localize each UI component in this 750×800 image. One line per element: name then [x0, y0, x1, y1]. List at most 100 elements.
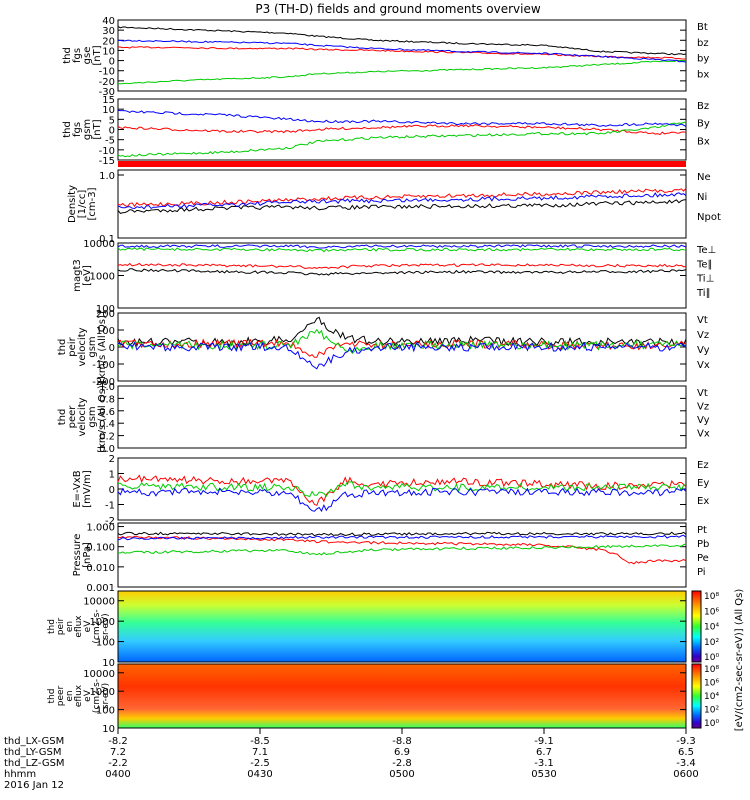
panel-frame: [117, 242, 687, 309]
legend-label: Vz: [697, 402, 709, 413]
series-line-bx: [117, 39, 687, 63]
y-tick-label: 100: [96, 706, 115, 717]
y-tick-label: 0.0: [99, 444, 115, 455]
legend-label: Ti∥: [696, 288, 711, 299]
legend-label: Vx: [697, 429, 710, 440]
series-line-Ni: [117, 199, 687, 214]
legend-label: Bz: [697, 101, 709, 112]
y-tick-label: -200: [92, 377, 115, 388]
y-tick-label: 0.6: [99, 407, 115, 418]
y-label-line: velocity: [77, 327, 88, 366]
y-label-line: (cm2-s-: [92, 609, 102, 643]
y-tick-label: 0.1: [99, 234, 115, 245]
y-tick-label: 0.2: [99, 432, 115, 443]
y-tick-label: 0.001: [86, 583, 115, 594]
y-tick-label: 0: [109, 126, 115, 137]
legend-label: Vy: [697, 415, 710, 426]
y-label-line: velocity: [77, 397, 88, 436]
colorbar-tick-label: 10⁴: [704, 623, 719, 633]
y-tick-label: 10: [102, 105, 115, 116]
y-tick-label: 1.0: [99, 171, 115, 182]
legend-label: Vz: [697, 330, 709, 341]
y-label-line: peir: [56, 617, 66, 635]
legend-label: Npot: [697, 212, 721, 223]
y-label-line: [km/s (All Qs)]: [97, 381, 108, 453]
series-line-Bt: [117, 25, 687, 56]
quality-flag-bar: [118, 161, 686, 167]
y-tick-label: 10000: [83, 669, 115, 680]
panel-4: 10000 1000 100 magt3 [eV] Te⊥ Te∥ Ti⊥ Ti∥: [72, 239, 716, 315]
y-tick-label: 1: [109, 470, 115, 481]
legend-label: Bt: [697, 22, 708, 33]
series-line-Pb: [118, 535, 687, 565]
legend-label: bx: [697, 69, 709, 80]
y-tick-label: 0.8: [99, 394, 115, 405]
spectrogram-fill: [118, 591, 686, 662]
chart-title: P3 (TH-D) fields and ground moments over…: [255, 2, 540, 16]
y-label-line: gsm: [82, 119, 93, 140]
series-line-Pe: [117, 543, 687, 556]
y-tick-label: 0.010: [86, 563, 115, 574]
colorbar-tick-label: 10²: [704, 706, 719, 716]
series-line-Te⊥: [117, 262, 687, 270]
series-line-Ex: [117, 487, 687, 513]
colorbar-tick-label: 10⁶: [704, 679, 719, 689]
y-label-line: peer: [67, 405, 78, 429]
legend-label: Pi: [697, 567, 706, 578]
x-tick-label: 6.9: [394, 747, 410, 758]
x-tick-label: 6.7: [536, 747, 552, 758]
legend-label: bz: [697, 38, 709, 49]
legend-label: Ne: [697, 172, 711, 183]
y-axis-label: E=-VxB [mV/m]: [72, 470, 93, 508]
x-tick-label: 0600: [673, 769, 698, 780]
y-label-line: en: [65, 690, 75, 701]
y-tick-label: 1000: [90, 617, 115, 628]
y-label-line: peir: [67, 336, 78, 356]
y-tick-label: 20: [102, 36, 115, 47]
legend-label: by: [697, 54, 709, 65]
series-line-Npot: [117, 192, 687, 210]
y-axis-label: Pressure [nPa]: [72, 534, 93, 577]
y-label-line: magt3: [72, 259, 83, 292]
y-label-line: [mV/m]: [82, 470, 93, 508]
x-tick-label: -2.8: [392, 758, 412, 769]
x-row-label: thd_LY-GSM: [4, 747, 61, 758]
series-line-Ey: [117, 481, 687, 498]
y-tick-label: 2: [109, 454, 115, 465]
legend-label: Te⊥: [696, 245, 716, 256]
y-tick-label: -15: [99, 156, 115, 167]
x-tick-label: -8.8: [392, 736, 412, 747]
y-label-line: [cm-3]: [87, 187, 98, 220]
series-line-By: [117, 121, 687, 158]
y-label-line: (cm2-s-: [92, 679, 102, 713]
colorbar-tick-label: 10⁴: [704, 692, 719, 702]
y-label-line: gsm: [87, 406, 98, 427]
y-label-line: sr-eV): [101, 683, 111, 709]
x-row-label: thd_LX-GSM: [4, 736, 64, 747]
legend-label: Vx: [697, 360, 710, 371]
x-row-label: hhmm: [4, 769, 36, 780]
legend-label: Ti⊥: [696, 274, 714, 285]
y-tick-label: 1.0: [99, 382, 115, 393]
colorbar-tick-label: 10²: [704, 638, 719, 648]
colorbar-tick-label: 10⁸: [704, 665, 719, 675]
colorbar-strip: [691, 663, 702, 729]
y-label-line: sr-eV): [101, 613, 111, 639]
x-tick-label: -9.1: [534, 736, 554, 747]
y-tick-label: 0: [109, 57, 115, 68]
y-label-line: [nT]: [92, 45, 103, 65]
series-line-bz: [117, 46, 686, 60]
series-line-Vx: [117, 341, 687, 370]
y-label-line: eflux: [74, 615, 84, 638]
legend-label: Pb: [697, 539, 709, 550]
spectrogram-1: 10000 1000 100 10 thd peir en eflux eV (cm2-s-sr-…: [47, 590, 687, 669]
x-tick-label: -2.5: [250, 758, 270, 769]
y-axis-label: thd peer en eflux eV (cm2-s-sr-eV): [47, 679, 111, 713]
series-line-Bz: [117, 124, 687, 136]
x-tick-label: 0400: [105, 769, 130, 780]
y-axis-label: thd peer velocity gsm [km/s (All Qs)]: [57, 381, 108, 453]
